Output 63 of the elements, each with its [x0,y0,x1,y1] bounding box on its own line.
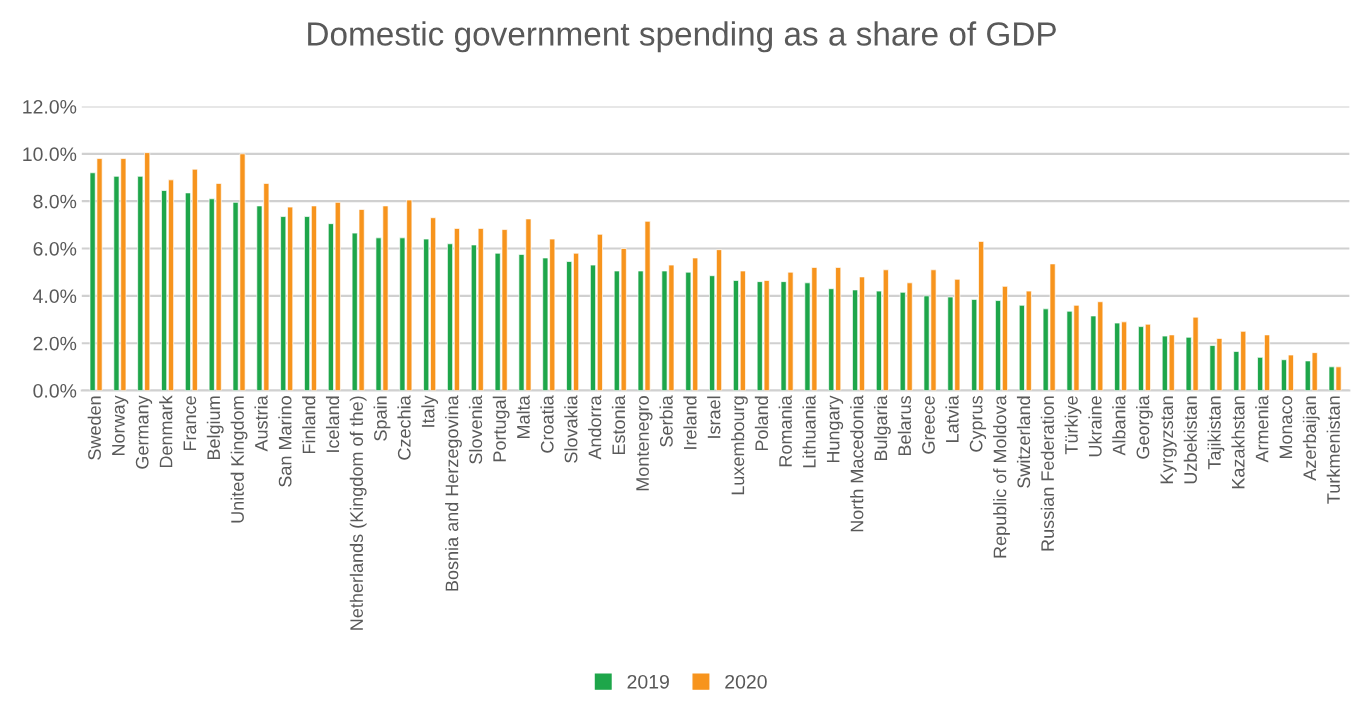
x-tick-label: Kazakhstan [1231,396,1245,489]
x-tick-label: Denmark [159,395,173,468]
x-tick-label: Ireland [683,396,697,449]
x-tick-label: Georgia [1136,395,1153,459]
x-tick-label: Estonia [611,395,626,455]
x-tick-label: Republic of Moldova [993,395,1010,558]
x-tick-label: Germany [135,395,153,469]
y-tick-label: 4.0% [33,289,77,304]
x-tick-label: Serbia [659,395,673,447]
x-tick-label: Bulgaria [873,395,891,461]
x-tick-label: Belarus [897,396,912,456]
x-tick-label: San Marino [278,396,292,487]
chart-title: Domestic government spending as a share of GDP [308,21,1056,53]
x-tick-label: Cyprus [969,396,987,452]
y-tick-label: 6.0% [33,241,77,256]
x-tick-label: Hungary [826,395,844,463]
x-tick-label: Sweden [87,396,101,460]
x-tick-label: Kyrgyzstan [1160,396,1177,484]
x-tick-label: Luxembourg [730,396,748,495]
x-tick-label: Croatia [540,395,554,453]
x-tick-label: Iceland [325,396,340,452]
x-tick-label: Andorra [588,395,602,460]
y-tick-label: 8.0% [33,194,77,209]
x-tick-label: Belgium [206,396,224,460]
x-tick-label: Türkiye [1064,396,1082,455]
x-tick-label: Montenegro [636,396,653,491]
y-tick-label: 12.0% [23,99,77,114]
x-tick-label: Armenia [1255,395,1269,463]
x-tick-label: Portugal [492,396,510,462]
x-tick-label: Lithuania [802,395,816,468]
legend-label: 2019 [627,674,669,689]
x-tick-label: Bosnia and Herzegovina [445,395,462,591]
x-tick-label: Finland [302,396,316,454]
x-tick-label: France [183,396,197,451]
x-tick-label: North Macedonia [850,395,864,532]
x-tick-label: Israel [707,396,721,438]
x-tick-label: United Kingdom [230,396,248,523]
x-tick-label: Netherlands (Kingdom of the) [349,396,367,630]
x-tick-label: Italy [421,395,439,427]
x-tick-label: Switzerland [1016,396,1031,488]
x-tick-label: Norway [112,395,129,456]
x-tick-label: Slovakia [564,395,578,463]
x-tick-label: Monaco [1279,396,1293,459]
x-tick-label: Russian Federation [1040,396,1054,551]
legend-label: 2020 [725,674,767,689]
x-tick-label: Poland [754,396,769,451]
x-tick-label: Azerbaijan [1302,396,1320,481]
x-tick-label: Spain [373,396,391,441]
x-tick-label: Latvia [945,395,959,443]
x-tick-label: Malta [516,395,530,439]
y-tick-label: 10.0% [23,147,77,162]
x-tick-label: Uzbekistan [1183,396,1197,484]
x-tick-label: Romania [778,395,792,467]
y-tick-label: 0.0% [33,383,77,398]
x-tick-label: Ukraine [1088,396,1102,457]
y-tick-label: 2.0% [33,336,77,351]
x-tick-label: Greece [922,396,935,454]
x-tick-label: Turkmenistan [1326,396,1340,504]
x-tick-label: Austria [254,395,268,452]
x-tick-label: Tajikistan [1207,396,1225,470]
x-tick-label: Albania [1112,395,1126,456]
x-tick-label: Slovenia [468,395,483,464]
x-tick-label: Czechia [397,395,411,460]
